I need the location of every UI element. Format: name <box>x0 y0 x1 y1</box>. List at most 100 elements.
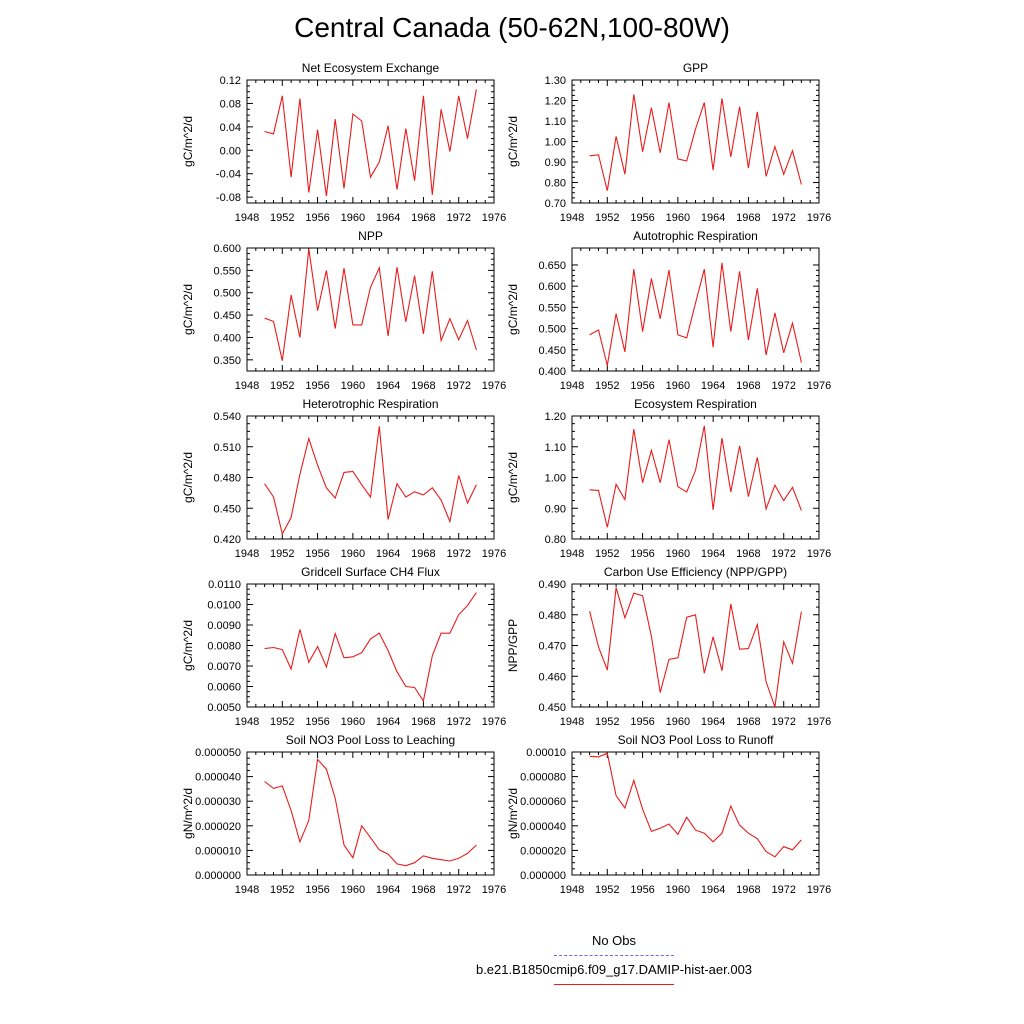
x-tick-label: 1972 <box>771 884 795 896</box>
y-tick-label: 1.10 <box>545 116 566 128</box>
x-tick-label: 1956 <box>305 212 329 224</box>
x-tick-label: 1968 <box>411 212 435 224</box>
y-tick-label: 0.90 <box>545 503 566 515</box>
y-tick-label: 1.10 <box>545 442 566 454</box>
x-tick-label: 1956 <box>305 548 329 560</box>
x-tick-label: 1976 <box>482 884 506 896</box>
x-tick-label: 1948 <box>235 548 259 560</box>
x-tick-label: 1948 <box>560 212 584 224</box>
panel-title: Net Ecosystem Exchange <box>302 61 440 75</box>
legend-obs-line <box>554 955 674 956</box>
y-tick-label: 0.000040 <box>195 772 241 784</box>
x-tick-label: 1976 <box>482 716 506 728</box>
x-tick-label: 1976 <box>807 716 831 728</box>
x-tick-label: 1956 <box>305 716 329 728</box>
x-tick-label: 1948 <box>560 380 584 392</box>
y-axis-label: gC/m^2/d <box>181 284 195 335</box>
x-tick-label: 1964 <box>376 716 400 728</box>
panel: Gridcell Surface CH4 Flux gC/m^2/d 1948 195… <box>181 565 506 728</box>
panel: Soil NO3 Pool Loss to Leaching gN/m^2/d 19… <box>181 733 506 896</box>
y-tick-label: 1.30 <box>545 75 566 87</box>
y-tick-label: 0.000010 <box>195 845 241 857</box>
y-tick-label: -0.04 <box>216 169 241 181</box>
panel: Net Ecosystem Exchange gC/m^2/d 1948 1952 19… <box>181 61 506 224</box>
y-tick-label: 0.650 <box>538 260 566 272</box>
x-tick-label: 1976 <box>482 548 506 560</box>
panel-title: GPP <box>683 61 708 75</box>
x-tick-label: 1976 <box>807 212 831 224</box>
x-tick-label: 1976 <box>807 548 831 560</box>
panel-frame <box>246 415 495 540</box>
x-tick-label: 1948 <box>235 212 259 224</box>
x-tick-label: 1952 <box>595 212 619 224</box>
y-axis-label: gN/m^2/d <box>181 788 195 839</box>
x-tick-label: 1956 <box>305 884 329 896</box>
series-line <box>589 587 802 708</box>
y-axis-label: gC/m^2/d <box>181 452 195 503</box>
x-tick-label: 1964 <box>701 212 725 224</box>
y-tick-label: 0.550 <box>538 302 566 314</box>
panel-frame <box>571 583 820 708</box>
y-tick-label: 0.000060 <box>520 796 566 808</box>
y-tick-label: 0.400 <box>538 366 566 378</box>
y-tick-label: 0.420 <box>213 534 241 546</box>
x-tick-label: 1948 <box>560 716 584 728</box>
y-tick-label: 0.0070 <box>207 661 241 673</box>
x-tick-label: 1948 <box>235 380 259 392</box>
panel: Autotrophic Respiration gC/m^2/d 1948 1952 1… <box>506 229 831 392</box>
x-tick-label: 1960 <box>666 548 690 560</box>
x-tick-label: 1948 <box>560 884 584 896</box>
legend-model-line <box>554 984 674 985</box>
x-tick-label: 1964 <box>376 884 400 896</box>
y-tick-label: 0.450 <box>213 503 241 515</box>
panel-title: Heterotrophic Respiration <box>302 397 438 411</box>
y-tick-label: 0.000020 <box>195 821 241 833</box>
panel-frame <box>246 79 495 204</box>
legend-model-label: b.e21.B1850cmip6.f09_g17.DAMIP-hist-aer.… <box>475 962 753 977</box>
x-tick-label: 1968 <box>736 716 760 728</box>
y-axis-label: gC/m^2/d <box>506 116 520 167</box>
x-tick-label: 1968 <box>736 884 760 896</box>
panel-frame <box>246 751 495 876</box>
x-tick-label: 1972 <box>446 716 470 728</box>
panel-frame <box>246 583 495 708</box>
x-tick-label: 1948 <box>560 548 584 560</box>
panel-title: Gridcell Surface CH4 Flux <box>301 565 440 579</box>
series-line <box>264 758 477 867</box>
y-tick-label: 0.12 <box>220 75 241 87</box>
series-line <box>264 248 477 361</box>
legend-obs-label: No Obs <box>591 933 637 948</box>
x-tick-label: 1956 <box>630 380 654 392</box>
y-tick-label: 0.000000 <box>195 870 241 882</box>
y-tick-label: 0.0090 <box>207 620 241 632</box>
y-tick-label: 0.08 <box>220 98 241 110</box>
y-tick-label: 1.20 <box>545 96 566 108</box>
series-line <box>264 89 477 197</box>
x-tick-label: 1952 <box>270 212 294 224</box>
series-line <box>589 752 802 858</box>
series-line <box>264 592 477 703</box>
y-tick-label: 1.00 <box>545 473 566 485</box>
x-tick-label: 1952 <box>270 884 294 896</box>
panel-title: Soil NO3 Pool Loss to Runoff <box>618 733 775 747</box>
y-tick-label: 0.000050 <box>195 747 241 759</box>
y-tick-label: 0.000080 <box>520 772 566 784</box>
x-tick-label: 1960 <box>341 380 365 392</box>
x-tick-label: 1956 <box>630 548 654 560</box>
y-tick-label: 0.0110 <box>208 579 241 591</box>
y-tick-label: 0.600 <box>213 243 241 255</box>
y-tick-label: 0.540 <box>213 411 241 423</box>
x-tick-label: 1972 <box>771 212 795 224</box>
x-tick-label: 1964 <box>701 716 725 728</box>
x-tick-label: 1968 <box>736 380 760 392</box>
panel: Ecosystem Respiration gC/m^2/d 1948 1952 195… <box>506 397 831 560</box>
y-tick-label: 0.90 <box>545 157 566 169</box>
y-tick-label: 0.000040 <box>520 821 566 833</box>
x-tick-label: 1960 <box>341 548 365 560</box>
x-tick-label: 1952 <box>270 548 294 560</box>
x-tick-label: 1960 <box>666 212 690 224</box>
x-tick-label: 1972 <box>446 380 470 392</box>
x-tick-label: 1972 <box>771 716 795 728</box>
y-tick-label: 0.04 <box>220 122 241 134</box>
